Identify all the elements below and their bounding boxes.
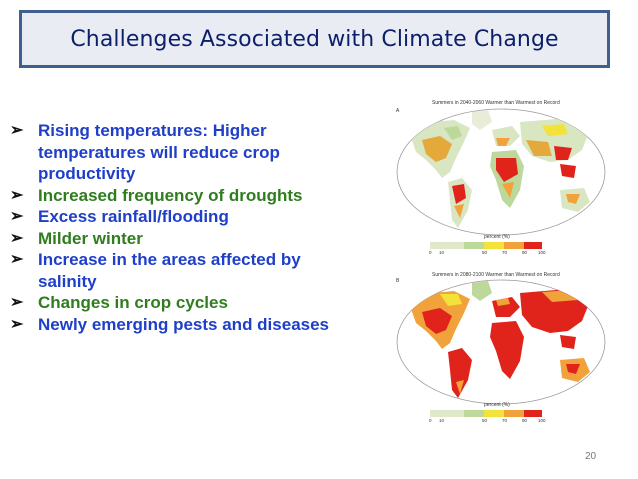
world-map-b xyxy=(396,279,606,417)
bullet-item: ➢ Newly emerging pests and diseases xyxy=(10,314,355,336)
panel-label: B xyxy=(396,278,400,284)
world-map-a xyxy=(396,108,606,249)
bullet-item: ➢ Milder winter xyxy=(10,228,355,250)
arrow-bullet-icon: ➢ xyxy=(10,294,24,311)
scale-label: 0 xyxy=(429,250,432,255)
page-number: 20 xyxy=(585,451,597,462)
scale-title: percent (%) xyxy=(484,234,510,240)
map-panel-b: B Summers in 2080-2100 Warmer than Warme… xyxy=(392,272,610,430)
arrow-bullet-icon: ➢ xyxy=(10,229,24,247)
bullet-item: ➢ Changes in crop cycles xyxy=(10,292,355,314)
bullet-text: Changes in crop cycles xyxy=(38,293,228,312)
bullet-list: ➢ Rising temperatures: Higher temperatur… xyxy=(10,120,355,335)
title-box: Challenges Associated with Climate Chang… xyxy=(19,10,610,68)
arrow-bullet-icon: ➢ xyxy=(10,208,24,225)
arrow-bullet-icon: ➢ xyxy=(10,186,24,204)
scale-label: 90 xyxy=(522,418,528,423)
bullet-item: ➢ Increase in the areas affected by sali… xyxy=(10,249,355,292)
map-panel-a: A Summers in 2040-2060 Warmer than Warme… xyxy=(392,100,610,265)
bullet-text: Increase in the areas affected by salini… xyxy=(38,250,301,291)
slide-title: Challenges Associated with Climate Chang… xyxy=(70,26,559,52)
panel-title: Summers in 2080-2100 Warmer than Warmest… xyxy=(432,272,560,278)
scale-label: 50 xyxy=(482,250,488,255)
bullet-text: Rising temperatures: Higher temperatures… xyxy=(38,121,280,183)
scale-label: 100 xyxy=(538,250,546,255)
scale-label: 70 xyxy=(502,418,508,423)
bullet-text: Increased frequency of droughts xyxy=(38,185,303,205)
bullet-text: Excess rainfall/flooding xyxy=(38,207,229,226)
arrow-bullet-icon: ➢ xyxy=(10,122,24,139)
panel-label: A xyxy=(396,108,400,114)
panel-title: Summers in 2040-2060 Warmer than Warmest… xyxy=(432,100,560,106)
scale-label: 70 xyxy=(502,250,508,255)
arrow-bullet-icon: ➢ xyxy=(10,251,24,268)
scale-label: 10 xyxy=(439,418,445,423)
scale-label: 90 xyxy=(522,250,528,255)
arrow-bullet-icon: ➢ xyxy=(10,315,24,333)
bullet-text: Milder winter xyxy=(38,228,143,248)
scale-label: 100 xyxy=(538,418,546,423)
bullet-text: Newly emerging pests and diseases xyxy=(38,314,330,334)
climate-maps-figure: A Summers in 2040-2060 Warmer than Warme… xyxy=(392,100,610,430)
scale-label: 50 xyxy=(482,418,488,423)
scale-label: 0 xyxy=(429,418,432,423)
bullet-item: ➢ Rising temperatures: Higher temperatur… xyxy=(10,120,355,185)
bullet-item: ➢ Increased frequency of droughts xyxy=(10,185,355,207)
scale-label: 10 xyxy=(439,250,445,255)
scale-title: percent (%) xyxy=(484,402,510,408)
bullet-item: ➢ Excess rainfall/flooding xyxy=(10,206,355,228)
